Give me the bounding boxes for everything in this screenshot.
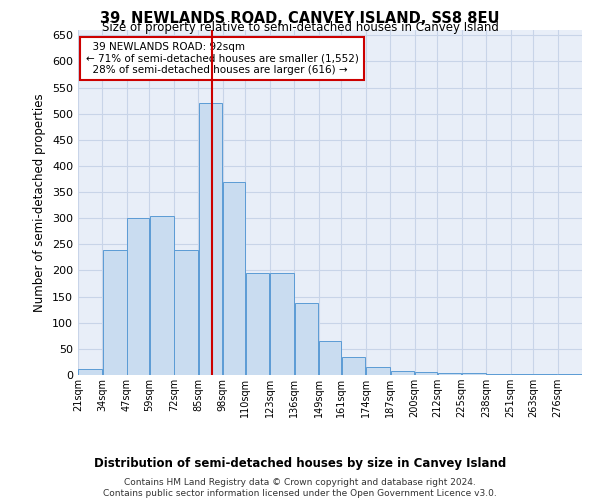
Bar: [199, 103, 223, 375]
Bar: [270, 273, 294, 375]
Y-axis label: Number of semi-detached properties: Number of semi-detached properties: [34, 93, 46, 312]
Bar: [437, 374, 461, 375]
Text: 39 NEWLANDS ROAD: 92sqm
← 71% of semi-detached houses are smaller (1,552)
  28% : 39 NEWLANDS ROAD: 92sqm ← 71% of semi-de…: [86, 42, 358, 76]
Bar: [558, 374, 581, 375]
Bar: [366, 367, 390, 375]
Bar: [223, 182, 245, 375]
Bar: [533, 374, 557, 375]
Bar: [246, 273, 269, 375]
Bar: [462, 374, 486, 375]
Bar: [487, 374, 510, 375]
Bar: [319, 341, 341, 375]
Bar: [79, 368, 102, 375]
Bar: [103, 250, 127, 375]
Bar: [150, 216, 173, 375]
Bar: [341, 356, 365, 375]
Bar: [295, 303, 319, 375]
Bar: [174, 250, 198, 375]
Text: Distribution of semi-detached houses by size in Canvey Island: Distribution of semi-detached houses by …: [94, 458, 506, 470]
Text: 39, NEWLANDS ROAD, CANVEY ISLAND, SS8 8EU: 39, NEWLANDS ROAD, CANVEY ISLAND, SS8 8E…: [100, 11, 500, 26]
Bar: [127, 218, 149, 375]
Bar: [391, 371, 414, 375]
Bar: [415, 372, 437, 375]
Text: Contains HM Land Registry data © Crown copyright and database right 2024.
Contai: Contains HM Land Registry data © Crown c…: [103, 478, 497, 498]
Bar: [511, 374, 533, 375]
Text: Size of property relative to semi-detached houses in Canvey Island: Size of property relative to semi-detach…: [101, 22, 499, 35]
